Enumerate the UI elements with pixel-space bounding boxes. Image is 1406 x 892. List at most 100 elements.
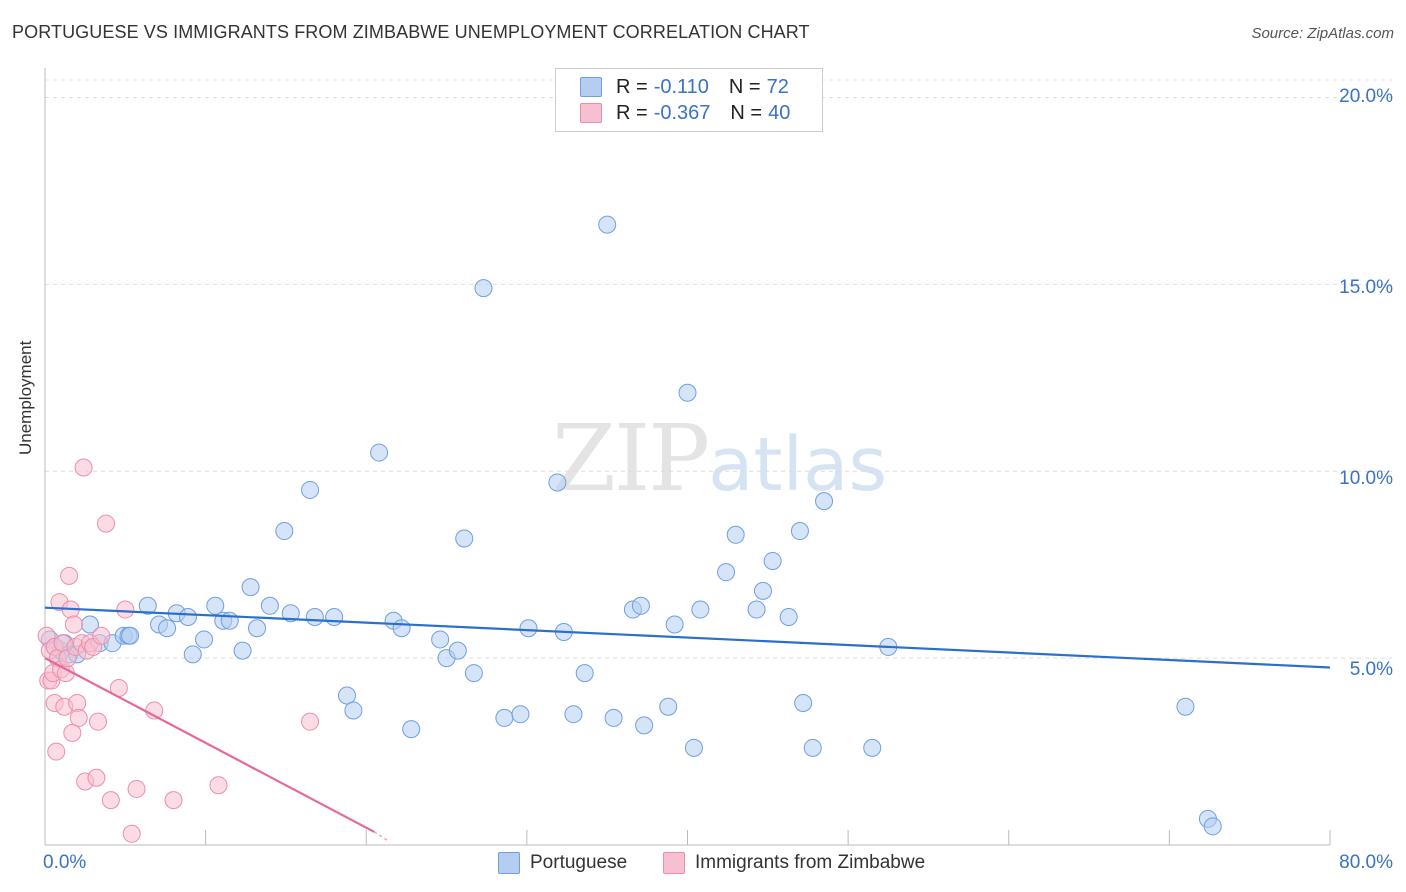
portuguese-point-37 bbox=[402, 720, 421, 739]
portuguese-point-18 bbox=[183, 645, 202, 664]
portuguese-point-32 bbox=[337, 686, 356, 705]
portuguese-point-40 bbox=[448, 641, 467, 660]
portuguese-point-47 bbox=[548, 473, 567, 492]
series-legend-zimbabwe[interactable]: Immigrants from Zimbabwe bbox=[663, 852, 925, 874]
legend-swatch-zimbabwe bbox=[580, 103, 602, 123]
portuguese-point-30 bbox=[305, 608, 324, 627]
series-label-portuguese: Portuguese bbox=[530, 852, 628, 873]
portuguese-point-42 bbox=[464, 664, 483, 683]
portuguese-point-51 bbox=[598, 215, 617, 234]
portuguese-point-65 bbox=[763, 551, 782, 570]
portuguese-point-33 bbox=[344, 701, 363, 720]
portuguese-point-61 bbox=[717, 563, 736, 582]
portuguese-point-56 bbox=[659, 697, 678, 716]
zimbabwe-point-15 bbox=[60, 566, 79, 585]
portuguese-point-38 bbox=[431, 630, 450, 649]
portuguese-point-44 bbox=[495, 708, 514, 727]
zimbabwe-point-35 bbox=[122, 824, 141, 843]
legend-r-label: R = bbox=[616, 75, 648, 98]
zimbabwe-point-40 bbox=[301, 712, 320, 731]
portuguese-point-54 bbox=[631, 596, 650, 615]
chart-title: PORTUGUESE VS IMMIGRANTS FROM ZIMBABWE U… bbox=[12, 22, 810, 42]
y-tick-label-10: 10.0% bbox=[1339, 468, 1393, 489]
zimbabwe-point-32 bbox=[101, 791, 120, 810]
legend-r-value-zimbabwe: -0.367 bbox=[653, 101, 711, 124]
portuguese-point-50 bbox=[575, 664, 594, 683]
zimbabwe-trend-extension bbox=[373, 831, 390, 842]
portuguese-point-34 bbox=[370, 443, 389, 462]
watermark-atlas: atlas bbox=[708, 422, 887, 508]
portuguese-point-62 bbox=[726, 525, 745, 544]
series-legend: Portuguese Immigrants from Zimbabwe bbox=[0, 852, 1406, 878]
portuguese-point-28 bbox=[281, 604, 300, 623]
portuguese-point-55 bbox=[635, 716, 654, 735]
series-legend-portuguese[interactable]: Portuguese bbox=[498, 852, 627, 874]
series-label-zimbabwe: Immigrants from Zimbabwe bbox=[695, 852, 926, 873]
legend-n-label: N = bbox=[728, 75, 761, 98]
zimbabwe-point-23 bbox=[74, 458, 93, 477]
portuguese-point-26 bbox=[260, 596, 279, 615]
watermark: ZIPatlas bbox=[552, 405, 887, 512]
series-swatch-portuguese bbox=[498, 852, 520, 874]
portuguese-point-49 bbox=[564, 705, 583, 724]
legend-n-value-portuguese: 72 bbox=[766, 75, 789, 98]
zimbabwe-point-18 bbox=[64, 615, 83, 634]
portuguese-point-70 bbox=[815, 492, 834, 511]
portuguese-point-43 bbox=[474, 279, 493, 298]
portuguese-point-73 bbox=[1176, 697, 1195, 716]
portuguese-point-19 bbox=[195, 630, 214, 649]
portuguese-point-20 bbox=[206, 596, 225, 615]
legend-r-value-portuguese: -0.110 bbox=[653, 75, 709, 98]
portuguese-point-24 bbox=[241, 578, 260, 597]
portuguese-point-31 bbox=[325, 608, 344, 627]
portuguese-point-66 bbox=[779, 608, 798, 627]
x-tick-label-min: 0.0% bbox=[43, 852, 87, 873]
correlation-legend: R = -0.110 N = 72 R = -0.367 N = 40 bbox=[555, 68, 823, 132]
zimbabwe-point-28 bbox=[87, 768, 106, 787]
portuguese-point-60 bbox=[691, 600, 710, 619]
series-swatch-zimbabwe bbox=[663, 852, 685, 874]
portuguese-point-41 bbox=[455, 529, 474, 548]
portuguese-point-17 bbox=[178, 608, 197, 627]
portuguese-point-68 bbox=[794, 693, 813, 712]
zimbabwe-point-34 bbox=[116, 600, 135, 619]
portuguese-point-12 bbox=[121, 626, 140, 645]
portuguese-point-57 bbox=[665, 615, 684, 634]
portuguese-point-36 bbox=[392, 619, 411, 638]
legend-n-label: N = bbox=[730, 101, 763, 124]
portuguese-point-75 bbox=[1203, 817, 1222, 836]
source-label[interactable]: Source: ZipAtlas.com bbox=[1251, 25, 1394, 42]
zimbabwe-trend-line bbox=[44, 657, 375, 833]
zimbabwe-point-31 bbox=[97, 514, 116, 533]
portuguese-point-13 bbox=[138, 596, 157, 615]
portuguese-point-63 bbox=[747, 600, 766, 619]
portuguese-point-69 bbox=[803, 738, 822, 757]
portuguese-point-46 bbox=[519, 619, 538, 638]
zimbabwe-point-7 bbox=[47, 742, 66, 761]
zimbabwe-point-36 bbox=[127, 779, 146, 798]
portuguese-point-59 bbox=[684, 738, 703, 757]
watermark-zip: ZIP bbox=[552, 405, 710, 512]
zimbabwe-point-30 bbox=[92, 626, 111, 645]
zimbabwe-point-17 bbox=[63, 723, 82, 742]
y-tick-label-5: 5.0% bbox=[1349, 659, 1393, 680]
zimbabwe-point-39 bbox=[209, 776, 228, 795]
portuguese-point-25 bbox=[248, 619, 267, 638]
y-axis-label: Unemployment bbox=[16, 340, 35, 455]
legend-row-zimbabwe: R = -0.367 N = 40 bbox=[580, 101, 790, 125]
portuguese-point-58 bbox=[678, 383, 697, 402]
legend-row-portuguese: R = -0.110 N = 72 bbox=[580, 75, 789, 99]
legend-swatch-portuguese bbox=[580, 77, 602, 97]
portuguese-point-23 bbox=[233, 641, 252, 660]
portuguese-point-52 bbox=[604, 708, 623, 727]
y-tick-label-15: 15.0% bbox=[1339, 277, 1393, 298]
portuguese-point-45 bbox=[511, 705, 530, 724]
portuguese-point-29 bbox=[301, 480, 320, 499]
zimbabwe-point-21 bbox=[69, 708, 88, 727]
legend-n-value-zimbabwe: 40 bbox=[768, 101, 791, 124]
zimbabwe-point-20 bbox=[68, 693, 87, 712]
portuguese-point-64 bbox=[753, 581, 772, 600]
portuguese-point-71 bbox=[863, 738, 882, 757]
portuguese-point-67 bbox=[790, 522, 809, 541]
portuguese-point-27 bbox=[275, 522, 294, 541]
